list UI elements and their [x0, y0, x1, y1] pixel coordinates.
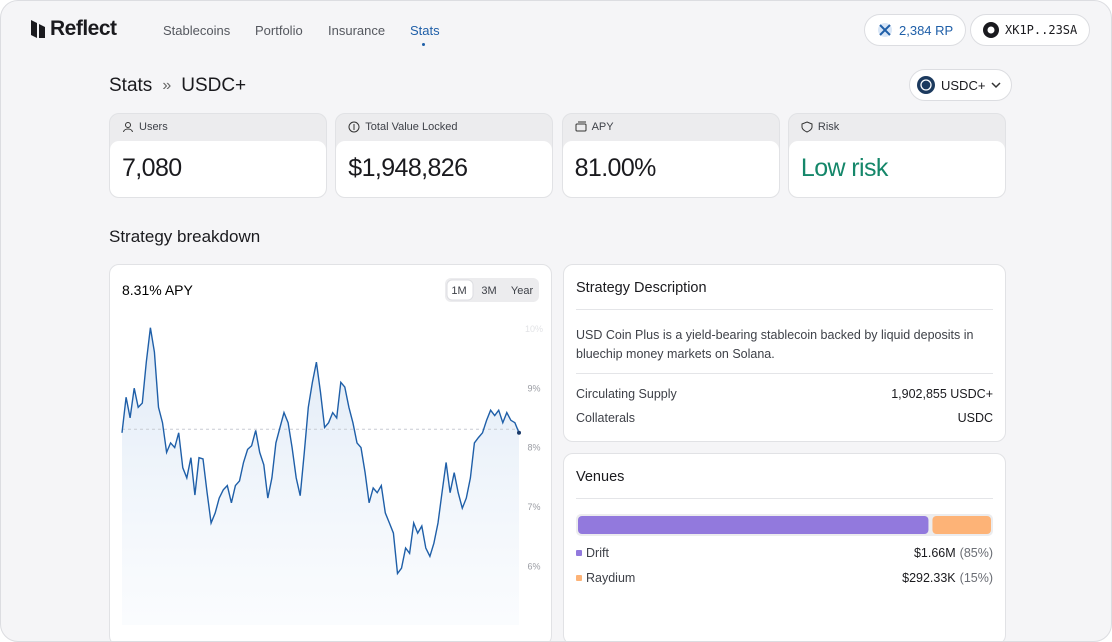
breadcrumb: Stats » USDC+: [109, 75, 246, 97]
venue-name: Raydium: [586, 571, 636, 585]
venue-segment: [578, 516, 929, 534]
venue-amount-wrap: $1.66M (85%): [914, 546, 993, 560]
nav-link[interactable]: Stats: [410, 23, 440, 38]
nav-link[interactable]: Portfolio: [255, 23, 303, 38]
section-title: Strategy breakdown: [109, 227, 261, 246]
info-value: USDC: [957, 411, 993, 425]
venue-name-wrap: Drift: [576, 546, 609, 560]
stat-card: APY 81.00%: [561, 113, 780, 198]
range-button: 3M: [481, 285, 496, 297]
strategy-card: Strategy Description USD Coin Plus is a …: [563, 264, 1006, 442]
info-label: Circulating Supply: [576, 387, 677, 401]
stat-value: 7,080: [110, 141, 326, 197]
info-value: 1,902,855 USDC+: [891, 387, 993, 401]
range-active: [446, 279, 474, 301]
venue-swatch: [576, 550, 582, 556]
nav-link[interactable]: Stablecoins: [163, 23, 231, 38]
points-pill[interactable]: 2,384 RP: [864, 14, 967, 46]
stat-value: Low risk: [788, 141, 1005, 197]
points-icon: [878, 23, 892, 37]
venue-bar: [576, 514, 993, 536]
venue-share: (15%): [959, 571, 993, 585]
venues-title: Venues: [576, 469, 625, 485]
brand-logo: [31, 20, 45, 38]
stat-label: Risk: [817, 121, 840, 133]
crumb-current: USDC+: [181, 75, 247, 96]
token-icon: [917, 76, 935, 94]
end-dot: [517, 430, 521, 435]
range-button: Year: [511, 285, 534, 297]
stat-icon: [575, 121, 587, 132]
stat-label-row: Risk: [789, 114, 1005, 140]
stat-icon: [123, 122, 133, 133]
apy-line: [121, 327, 520, 576]
stat-card: Users 7,080: [109, 113, 327, 198]
nav-link[interactable]: Insurance: [328, 23, 386, 38]
venue-name: Drift: [586, 546, 609, 560]
strategy-description: USD Coin Plus is a yield-bearing stablec…: [576, 328, 974, 361]
stat-label: Users: [139, 121, 168, 133]
range-button: 1M: [451, 285, 466, 297]
venue-rows: Drift $1.66M (85%) Raydium $292.33K (15%): [576, 546, 993, 596]
info-row: Circulating Supply 1,902,855 USDC+: [576, 387, 993, 401]
chevron: [991, 82, 1001, 89]
stat-icon: [348, 121, 360, 133]
stat-label-row: Total Value Locked: [336, 114, 552, 140]
points: 2,384 RP: [899, 22, 954, 38]
stat-value: $1,948,826: [336, 141, 553, 197]
crumb-separator: »: [162, 77, 172, 94]
venues-card: Venues Drift $1.66M (85%) Raydium $292.33K (1…: [563, 453, 1006, 641]
active-dot: [422, 43, 425, 46]
strategy-rows: Circulating Supply 1,902,855 USDC+ Collate…: [576, 387, 993, 435]
chart-title: 8.31% APY: [122, 282, 193, 298]
divider: [576, 309, 993, 310]
y-tick-label: 9%: [527, 383, 540, 393]
stat-label-row: Users: [110, 114, 326, 140]
brand[interactable]: Reflect: [31, 17, 117, 41]
brand-name: Reflect: [50, 17, 117, 40]
divider: [576, 373, 993, 374]
stat-card: Total Value Locked $1,948,826: [335, 113, 554, 198]
venue-row: Drift $1.66M (85%): [576, 546, 993, 560]
area: [122, 327, 519, 625]
y-tick-label: 8%: [527, 443, 540, 453]
stat-label: Total Value Locked: [365, 121, 458, 133]
venue-amount-wrap: $292.33K (15%): [902, 571, 993, 585]
token-selector[interactable]: USDC+: [909, 69, 1013, 101]
venue-segment: [932, 516, 991, 534]
apy-chart: 8.31% APY 1M 3M Year 6% 7% 8% 9% 10%: [121, 278, 543, 625]
stat-label: APY: [591, 121, 614, 133]
venue-amount: $1.66M: [913, 546, 956, 560]
info-label: Collaterals: [576, 411, 636, 425]
venue-amount: $292.33K: [902, 571, 956, 585]
apy-chart-card: 8.31% APY 1M 3M Year 6% 7% 8% 9% 10%: [109, 264, 552, 641]
y-tick-label: 7%: [527, 502, 540, 512]
info-row: Collaterals USDC: [576, 411, 993, 425]
stat-value: 81.00%: [562, 141, 779, 197]
stat-icon: [801, 121, 813, 133]
wallet-pill[interactable]: XK1P..23SA: [970, 14, 1091, 46]
venue-row: Raydium $292.33K (15%): [576, 571, 993, 585]
wallet-icon: [983, 22, 999, 38]
stat-card: Risk Low risk: [787, 113, 1006, 198]
y-tick-label: 10%: [525, 324, 543, 334]
y-tick-label: 6%: [527, 561, 540, 571]
divider: [576, 498, 993, 499]
token-name: USDC+: [941, 77, 986, 93]
crumb-section[interactable]: Stats: [109, 75, 153, 96]
venue-swatch: [576, 575, 582, 581]
wallet-address: XK1P..23SA: [1005, 23, 1078, 37]
venue-name-wrap: Raydium: [576, 571, 635, 585]
venue-share: (85%): [959, 546, 993, 560]
stat-label-row: APY: [563, 114, 779, 140]
strategy-title: Strategy Description: [576, 280, 707, 296]
